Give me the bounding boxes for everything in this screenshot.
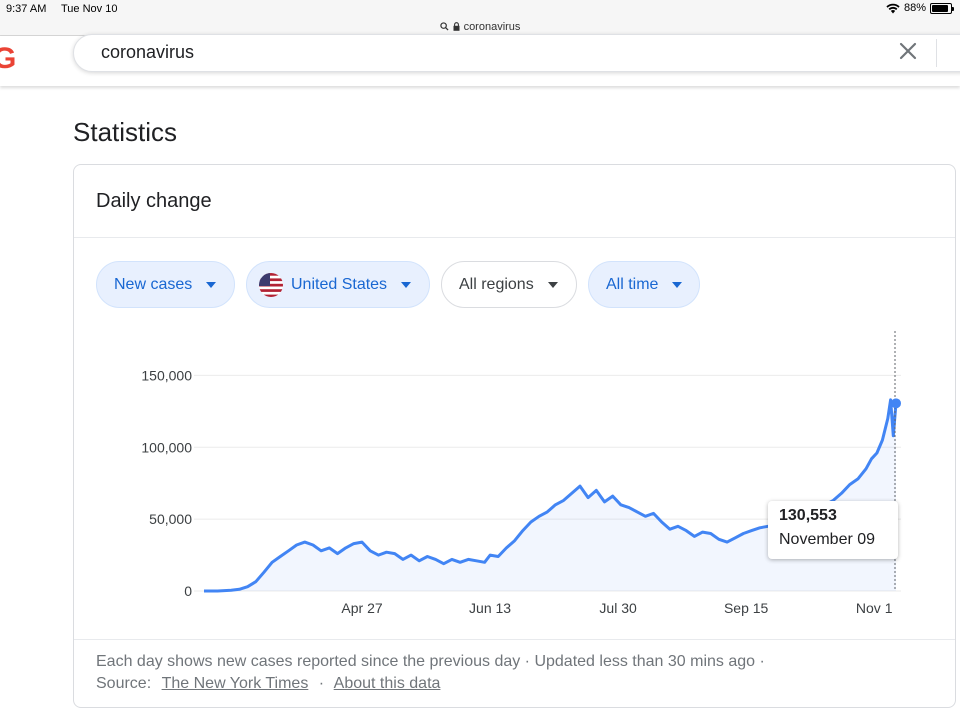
x-tick-label: Sep 15 <box>724 600 769 616</box>
search-header: G coronavirus <box>0 34 960 86</box>
wifi-icon <box>886 3 900 13</box>
battery-level <box>932 4 948 12</box>
y-tick-label: 150,000 <box>141 367 192 383</box>
dropdown-label: All time <box>606 275 659 293</box>
status-date: Tue Nov 10 <box>61 3 118 15</box>
status-bar: 9:37 AM Tue Nov 10 88% <box>0 0 960 18</box>
statistics-card: Daily change New cases United States All… <box>73 164 956 708</box>
dropdown-label: United States <box>291 275 388 293</box>
regions-dropdown[interactable]: All regions <box>441 261 577 308</box>
dropdown-label: All regions <box>459 275 534 293</box>
source-link[interactable]: The New York Times <box>161 675 309 692</box>
card-title: Daily change <box>96 190 212 212</box>
search-icon <box>439 22 449 31</box>
search-divider <box>936 39 937 67</box>
y-tick-label: 50,000 <box>149 511 192 527</box>
country-dropdown[interactable]: United States <box>246 261 430 308</box>
caret-down-icon <box>206 281 217 288</box>
caret-down-icon <box>401 281 412 288</box>
tooltip-date: November 09 <box>779 531 876 548</box>
cases-chart[interactable]: 0 50,000 100,000 150,000 Apr 27 Jun 13 Jul 30 S… <box>74 325 956 625</box>
footer-separator: · <box>318 675 325 692</box>
battery-icon <box>930 2 954 14</box>
dropdown-label: New cases <box>114 275 193 293</box>
chart-tooltip: 130,553 November 09 <box>768 501 898 559</box>
y-tick-label: 100,000 <box>141 439 192 455</box>
address-url: coronavirus <box>463 20 521 33</box>
footer-source: Source: The New York Times · About this … <box>96 675 440 693</box>
status-time: 9:37 AM <box>6 3 47 15</box>
about-data-link[interactable]: About this data <box>333 675 441 692</box>
series-area <box>204 399 896 591</box>
divider <box>74 237 955 238</box>
battery-percent: 88% <box>903 2 926 14</box>
caret-down-icon <box>547 281 558 288</box>
footer-description: Each day shows new cases reported since … <box>96 653 765 670</box>
tooltip-value: 130,553 <box>779 507 837 524</box>
google-logo-fragment[interactable]: G <box>0 42 17 75</box>
divider <box>74 639 955 640</box>
highlight-point <box>891 398 901 409</box>
page-title: Statistics <box>73 117 178 147</box>
x-tick-label: Jul 30 <box>599 600 637 616</box>
lock-icon <box>453 22 460 31</box>
time-range-dropdown[interactable]: All time <box>588 261 700 308</box>
new-cases-dropdown[interactable]: New cases <box>96 261 235 308</box>
x-tick-label: Nov 1 <box>856 600 893 616</box>
caret-down-icon <box>672 281 683 288</box>
status-indicators: 88% <box>886 2 954 14</box>
x-tick-label: Apr 27 <box>341 600 382 616</box>
us-flag-icon <box>259 272 283 297</box>
search-query: coronavirus <box>101 42 195 62</box>
close-icon[interactable] <box>896 39 920 63</box>
source-label: Source: <box>96 675 152 692</box>
search-input[interactable]: coronavirus <box>73 34 960 72</box>
y-tick-label: 0 <box>184 583 192 599</box>
x-tick-label: Jun 13 <box>469 600 511 616</box>
